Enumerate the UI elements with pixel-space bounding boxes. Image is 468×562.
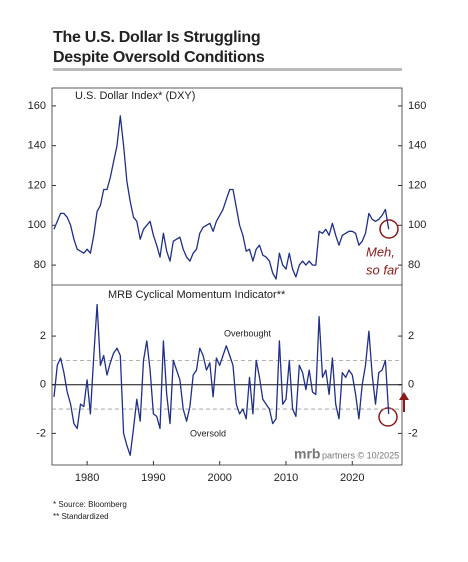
footnote: ** Standardized bbox=[53, 512, 109, 521]
title-line: The U.S. Dollar Is Struggling bbox=[53, 29, 260, 46]
logo: mrb bbox=[294, 446, 320, 462]
data-line bbox=[53, 115, 390, 280]
y-tick-label: 80 bbox=[34, 259, 46, 271]
y-tick-label: 140 bbox=[28, 140, 46, 152]
credit: partners © 10/2025 bbox=[322, 450, 399, 460]
panel-title: U.S. Dollar Index* (DXY) bbox=[75, 90, 195, 102]
x-tick-label: 1990 bbox=[141, 472, 165, 484]
y-tick-label-right: 160 bbox=[408, 100, 426, 112]
data-line bbox=[53, 303, 390, 456]
x-tick-label: 2020 bbox=[340, 472, 364, 484]
annotation: Meh, bbox=[366, 244, 395, 259]
y-tick-label-right: 2 bbox=[408, 330, 414, 342]
annotation: Oversold bbox=[190, 428, 226, 438]
annotation: so far bbox=[366, 262, 399, 277]
y-tick-label-right: 100 bbox=[408, 219, 426, 231]
y-tick-label-right: 80 bbox=[408, 259, 420, 271]
title-rule bbox=[53, 68, 402, 71]
title-line: Despite Oversold Conditions bbox=[53, 49, 265, 66]
y-tick-label-right: 140 bbox=[408, 140, 426, 152]
x-tick-label: 1980 bbox=[75, 472, 99, 484]
highlight-circle bbox=[379, 219, 399, 239]
footnote: * Source: Bloomberg bbox=[53, 500, 127, 509]
x-tick-label: 2000 bbox=[207, 472, 231, 484]
panel-title: MRB Cyclical Momentum Indicator** bbox=[108, 289, 286, 301]
y-tick-label: 2 bbox=[40, 330, 46, 342]
y-tick-label: 100 bbox=[28, 219, 46, 231]
annotation: Overbought bbox=[224, 328, 272, 338]
arrow-head bbox=[399, 392, 409, 400]
y-tick-label-right: -2 bbox=[408, 427, 418, 439]
y-tick-label: 0 bbox=[40, 379, 46, 391]
y-tick-label-right: 0 bbox=[408, 379, 414, 391]
y-tick-label-right: 120 bbox=[408, 179, 426, 191]
x-tick-label: 2010 bbox=[274, 472, 298, 484]
y-tick-label: 120 bbox=[28, 179, 46, 191]
y-tick-label: 160 bbox=[28, 100, 46, 112]
frame bbox=[51, 87, 403, 466]
y-tick-label: -2 bbox=[36, 427, 46, 439]
